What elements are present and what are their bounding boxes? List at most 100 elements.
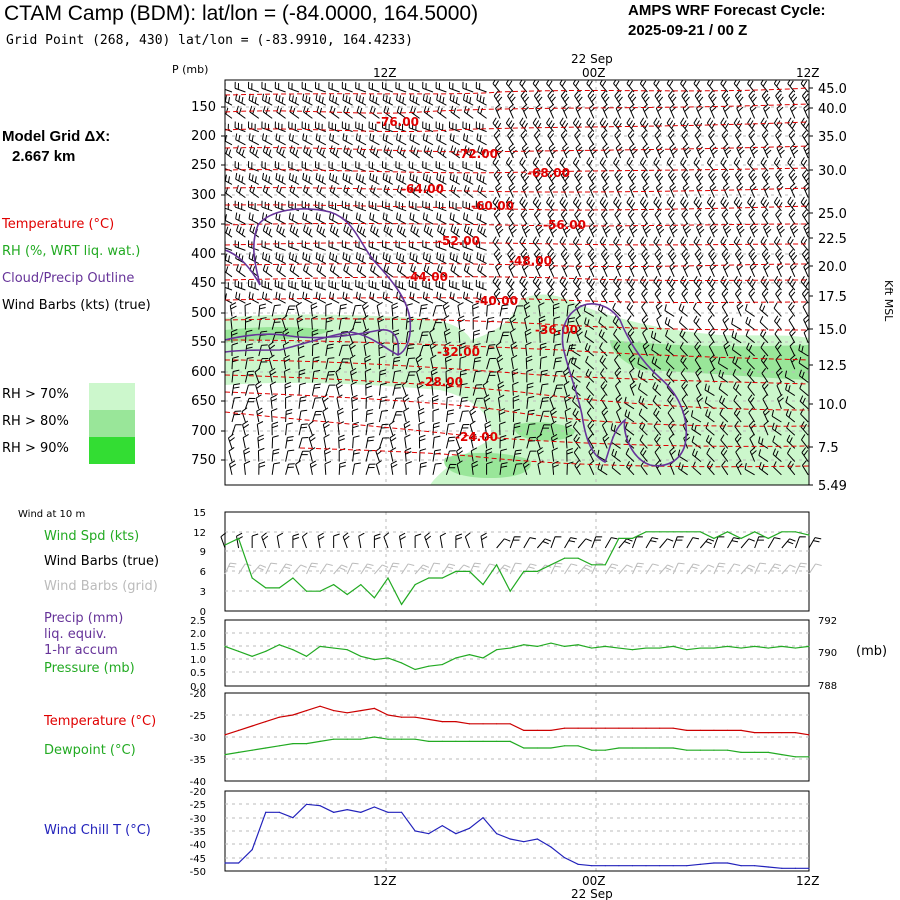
wind-barb xyxy=(276,532,284,549)
wind-barb xyxy=(262,224,273,238)
wind-barb xyxy=(547,90,556,106)
pressure-line-point xyxy=(631,649,634,651)
wind-barb xyxy=(342,291,353,304)
pressure-line-point xyxy=(740,647,742,649)
wind-barb xyxy=(760,196,770,212)
wind-barb xyxy=(352,462,361,475)
pressure-line-point xyxy=(699,647,701,649)
wind-barb xyxy=(653,117,662,132)
wind-barb xyxy=(694,90,704,106)
wind-barb xyxy=(410,264,420,278)
wind-speed-line xyxy=(224,531,810,606)
wind-barb xyxy=(762,394,769,410)
wind-barb xyxy=(410,145,420,159)
wind-barb xyxy=(499,448,508,462)
wind-barb xyxy=(665,342,675,357)
wind-barb xyxy=(523,563,537,575)
precip-liq-label: liq. equiv. xyxy=(44,627,107,642)
wind-barb xyxy=(437,105,447,119)
wind-barb xyxy=(801,209,809,225)
wind-barb xyxy=(314,240,326,251)
wind-barb xyxy=(789,103,797,119)
wind-barb xyxy=(471,460,479,475)
wind-barb xyxy=(275,172,286,185)
wind-barb xyxy=(618,564,633,575)
pressure-line-point xyxy=(509,647,511,649)
wind-barb xyxy=(322,420,330,436)
wind-barb xyxy=(734,420,742,436)
wind-barb xyxy=(785,383,796,397)
isotherm-label: -72.00 xyxy=(455,147,498,161)
wind-barb xyxy=(740,538,755,549)
wind-barb xyxy=(721,288,729,304)
wind-barb xyxy=(363,341,370,357)
wind-barb xyxy=(492,157,501,172)
wind-barb xyxy=(564,394,571,409)
wind-barb xyxy=(235,93,246,106)
dewpoint-line-point xyxy=(400,738,403,740)
wind-barb xyxy=(422,200,434,212)
wind-barb xyxy=(781,538,796,549)
wind-barb xyxy=(655,182,663,198)
wind-barb xyxy=(437,145,447,159)
wind-barb xyxy=(419,461,427,475)
wind-barb xyxy=(549,394,556,409)
time-axis-top: 12Z 00Z 12Z 22 Sep xyxy=(373,52,820,80)
wind-barb xyxy=(614,169,623,185)
wind-barb xyxy=(639,421,648,436)
wind-barb xyxy=(808,537,822,549)
wind-barb xyxy=(472,370,482,383)
wind-barb xyxy=(599,236,608,251)
wind-barb xyxy=(395,200,407,212)
wind-barb xyxy=(586,157,595,172)
wind-barb xyxy=(381,161,393,172)
wind-barb xyxy=(378,410,389,423)
pressure-line-point xyxy=(400,662,403,664)
pressure-line-point xyxy=(618,647,620,649)
wind-barb xyxy=(775,288,782,304)
wind-barb xyxy=(761,90,771,106)
wind-barb xyxy=(444,355,452,370)
wind-barb xyxy=(369,133,380,146)
model-grid-label: Model Grid ΔX: xyxy=(2,128,111,145)
wind-barb xyxy=(626,157,635,172)
wind-barb xyxy=(414,564,430,575)
wind-barb xyxy=(798,369,809,383)
wind-barb xyxy=(624,396,635,410)
wind-barb xyxy=(448,81,460,93)
wind-barb xyxy=(680,275,689,291)
wind-barb xyxy=(261,93,273,106)
wind-barb xyxy=(800,117,809,132)
wind-barb xyxy=(422,133,434,146)
wind-barb xyxy=(773,236,782,251)
wind-barb xyxy=(761,381,769,396)
wind-barb xyxy=(564,563,578,575)
wind-barb xyxy=(745,316,755,330)
wind-barb xyxy=(512,408,520,423)
wind-barb xyxy=(512,422,521,436)
wind-barb xyxy=(654,209,662,225)
temp-tick-label: -20 xyxy=(190,689,206,700)
wind-barb xyxy=(403,407,410,423)
temperature-line-point xyxy=(604,727,606,729)
wind-barb xyxy=(611,448,621,462)
wind-barb xyxy=(747,236,755,251)
wind-barb xyxy=(613,157,621,172)
wind-barb xyxy=(693,117,703,132)
wind-barb xyxy=(799,395,809,410)
wind-barb xyxy=(225,145,233,159)
wind-barb xyxy=(284,381,292,396)
dewpoint-line-point xyxy=(265,747,267,749)
wind-barb xyxy=(323,447,331,462)
wind-barb xyxy=(788,288,796,304)
grid-point-subtitle: Grid Point (268, 430) lat/lon = (-83.991… xyxy=(6,33,413,48)
wind-barb xyxy=(776,143,785,159)
pressure-tick-label: 150 xyxy=(191,100,216,115)
wind-barb xyxy=(285,449,295,462)
wind-barb xyxy=(808,563,822,575)
wind-barb xyxy=(512,463,523,475)
wind-barb xyxy=(492,196,502,212)
wind-barb xyxy=(423,264,434,278)
wind-barb xyxy=(382,93,394,106)
wind-barb xyxy=(243,460,251,475)
